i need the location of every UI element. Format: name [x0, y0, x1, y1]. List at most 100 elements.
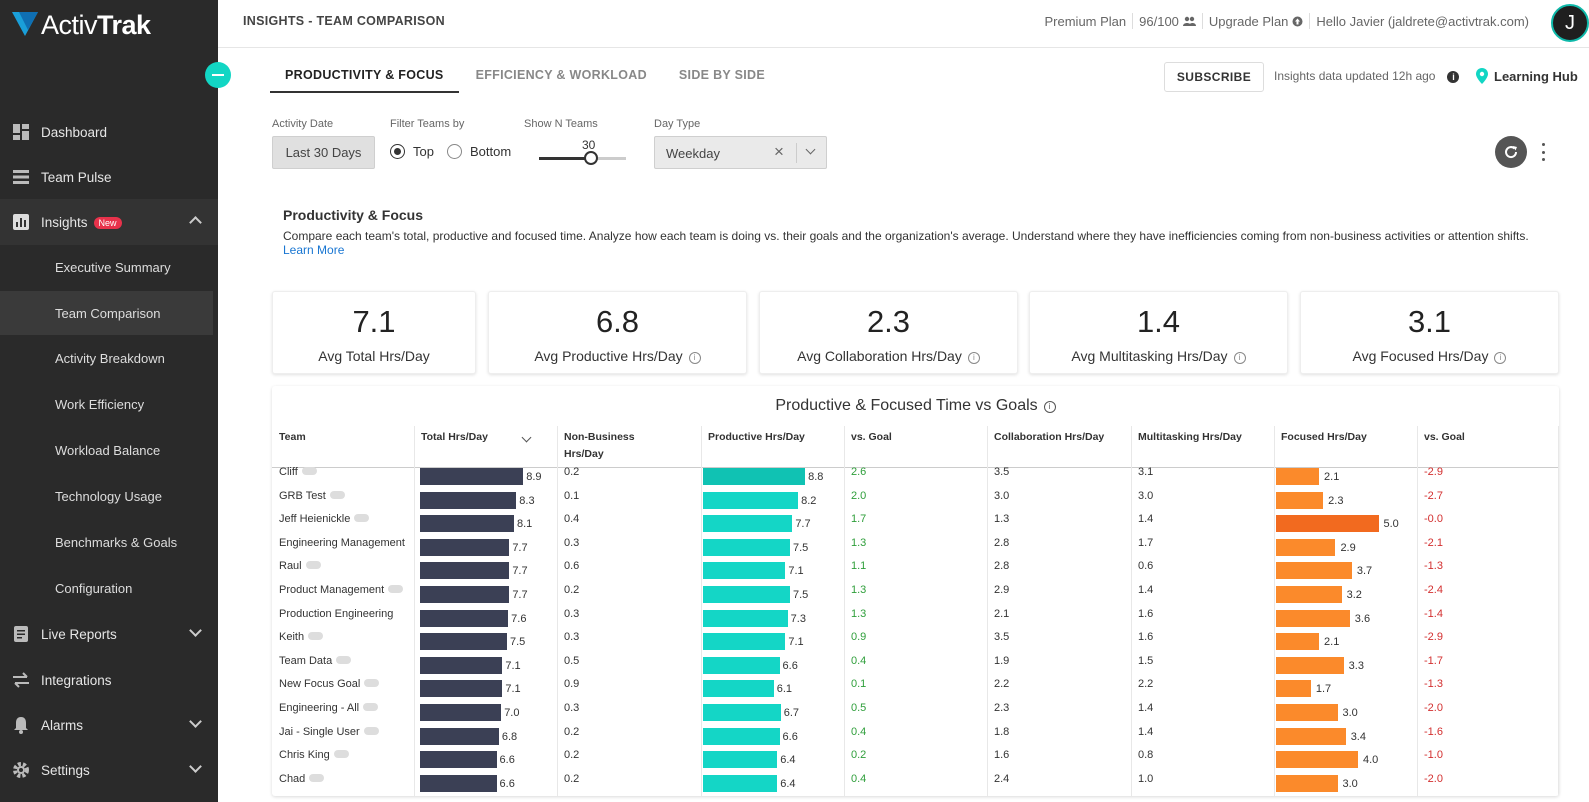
table-row[interactable]: Jai - Single User 6.8 0.2 6.6 0.4 1.8 1.4 3.4 -1… [272, 723, 1559, 746]
productive-hours-bar[interactable] [703, 704, 781, 721]
total-hours-bar[interactable] [420, 609, 509, 627]
day-type-select[interactable]: Weekday × [654, 136, 827, 169]
focused-hours-bar[interactable] [1276, 609, 1350, 627]
table-row[interactable]: Engineering - All 7.0 0.3 6.7 0.5 2.3 1.4 3.0 -2… [272, 699, 1559, 722]
more-options-icon[interactable] [363, 703, 379, 712]
team-name[interactable]: Production Engineering [279, 607, 394, 620]
table-row[interactable]: Raul 7.7 0.6 7.1 1.1 2.8 0.6 3.7 -1.3 [272, 557, 1559, 580]
focused-hours-bar[interactable] [1276, 491, 1324, 509]
avatar[interactable]: J [1551, 4, 1589, 42]
productive-hours-bar[interactable] [703, 680, 774, 698]
total-hours-bar[interactable] [420, 468, 524, 485]
team-name[interactable]: GRB Test [279, 490, 345, 502]
info-icon[interactable]: i [967, 351, 980, 364]
focused-hours-bar[interactable] [1276, 538, 1336, 556]
table-row[interactable]: Jeff Heienickle 8.1 0.4 7.7 1.7 1.3 1.4 5.0 -0.0 [272, 510, 1559, 533]
more-options-icon[interactable] [363, 726, 379, 735]
more-options-icon[interactable] [329, 490, 345, 499]
focused-hours-bar[interactable] [1276, 468, 1320, 485]
sidebar-item-insights[interactable]: Insights New [0, 199, 218, 245]
focused-hours-bar[interactable] [1276, 586, 1342, 603]
more-options-icon[interactable] [1540, 143, 1546, 161]
sidebar-collapse-button[interactable] [205, 62, 231, 88]
productive-hours-bar[interactable] [703, 491, 799, 509]
activity-date-button[interactable]: Last 30 Days [272, 136, 375, 169]
total-hours-bar[interactable] [420, 774, 497, 792]
table-row[interactable]: Engineering Management 7.7 0.3 7.5 1.3 2.8 1.7… [272, 534, 1559, 557]
sidebar-item-alarms[interactable]: Alarms [0, 703, 218, 747]
filter-top-radio[interactable]: Top [390, 144, 434, 159]
table-row[interactable]: Chad 6.6 0.2 6.4 0.4 2.4 1.0 3.0 -2.0 [272, 770, 1559, 793]
learn-more-link[interactable]: Learn More [283, 243, 345, 257]
team-name[interactable]: Cliff [279, 466, 317, 478]
more-options-icon[interactable] [333, 750, 349, 759]
table-row[interactable]: Production Engineering 7.6 0.3 7.3 1.3 2.1 1.6… [272, 605, 1559, 628]
column-header-productive[interactable]: Productive Hrs/Day [708, 431, 805, 443]
more-options-icon[interactable] [305, 561, 321, 570]
upgrade-plan-link[interactable]: Upgrade Plan [1208, 13, 1289, 29]
learning-hub-link[interactable]: Learning Hub [1476, 68, 1578, 84]
column-header-focused[interactable]: Focused Hrs/Day [1281, 431, 1367, 443]
focused-hours-bar[interactable] [1276, 633, 1320, 651]
table-row[interactable]: New Focus Goal 7.1 0.9 6.1 0.1 2.2 2.2 1.7 -1.3 [272, 675, 1559, 698]
team-name[interactable]: Engineering Management [279, 536, 405, 549]
productive-hours-bar[interactable] [703, 609, 788, 627]
team-name[interactable]: Team Data [279, 655, 352, 667]
team-name[interactable]: Chris King [279, 749, 349, 761]
sidebar-subitem-executive-summary[interactable]: Executive Summary [55, 259, 171, 275]
info-icon[interactable]: i [1447, 71, 1460, 83]
table-row[interactable]: Product Management 7.7 0.2 7.5 1.3 2.9 1.4 3.2 -… [272, 581, 1559, 604]
team-name[interactable]: Raul [279, 560, 321, 572]
total-hours-bar[interactable] [420, 727, 499, 745]
sidebar-item-integrations[interactable]: Integrations [0, 658, 218, 702]
sidebar-subitem-configuration[interactable]: Configuration [55, 580, 133, 596]
productive-hours-bar[interactable] [703, 656, 780, 674]
info-icon[interactable]: i [688, 351, 701, 364]
tab-productivity-focus[interactable]: PRODUCTIVITY & FOCUS [270, 63, 459, 93]
productive-hours-bar[interactable] [703, 586, 790, 603]
clear-icon[interactable]: × [774, 142, 784, 161]
sidebar-subitem-technology-usage[interactable]: Technology Usage [55, 488, 162, 504]
sidebar-item-dashboard[interactable]: Dashboard [0, 110, 218, 154]
total-hours-bar[interactable] [420, 633, 507, 651]
team-name[interactable]: Engineering - All [279, 702, 379, 714]
total-hours-bar[interactable] [420, 562, 510, 580]
team-name[interactable]: New Focus Goal [279, 678, 380, 690]
focused-hours-bar[interactable] [1276, 727, 1346, 745]
focused-hours-bar[interactable] [1276, 562, 1352, 580]
total-hours-bar[interactable] [420, 704, 502, 721]
sidebar-subitem-workload-balance[interactable]: Workload Balance [55, 442, 161, 458]
table-row[interactable]: Chris King 6.6 0.2 6.4 0.2 1.6 0.8 4.0 -1.0 [272, 746, 1559, 769]
column-header-collaboration[interactable]: Collaboration Hrs/Day [994, 431, 1105, 443]
table-row[interactable]: GRB Test 8.3 0.1 8.2 2.0 3.0 3.0 2.3 -2.7 [272, 487, 1559, 510]
sidebar-item-live-reports[interactable]: Live Reports [0, 612, 218, 656]
total-hours-bar[interactable] [420, 538, 510, 556]
total-hours-bar[interactable] [420, 515, 514, 533]
subscribe-button[interactable]: SUBSCRIBE [1164, 62, 1264, 92]
team-name[interactable]: Chad [279, 773, 325, 785]
activtrak-logo[interactable]: ActivTrak [10, 8, 160, 40]
show-n-teams-slider[interactable] [539, 151, 626, 165]
column-header-total[interactable]: Total Hrs/Day [421, 429, 532, 446]
productive-hours-bar[interactable] [703, 727, 780, 745]
user-greeting[interactable]: Hello Javier (jaldrete@activtrak.com) [1316, 13, 1529, 29]
sidebar-subitem-activity-breakdown[interactable]: Activity Breakdown [55, 350, 165, 366]
productive-hours-bar[interactable] [703, 515, 793, 533]
total-hours-bar[interactable] [420, 656, 503, 674]
sidebar-item-settings[interactable]: Settings [0, 748, 218, 792]
team-name[interactable]: Jeff Heienickle [279, 513, 370, 525]
more-options-icon[interactable] [364, 679, 380, 688]
info-icon[interactable]: i [1233, 351, 1246, 364]
info-icon[interactable]: i [1043, 400, 1056, 413]
focused-hours-bar[interactable] [1276, 515, 1379, 533]
slider-thumb[interactable] [584, 151, 599, 165]
team-name[interactable]: Jai - Single User [279, 726, 379, 738]
more-options-icon[interactable] [388, 585, 404, 594]
more-options-icon[interactable] [309, 773, 325, 782]
productive-hours-bar[interactable] [703, 562, 786, 580]
more-options-icon[interactable] [301, 467, 317, 476]
productive-hours-bar[interactable] [703, 468, 806, 485]
productive-hours-bar[interactable] [703, 751, 778, 769]
sidebar-item-team-pulse[interactable]: Team Pulse [0, 155, 218, 199]
productive-hours-bar[interactable] [703, 774, 778, 792]
